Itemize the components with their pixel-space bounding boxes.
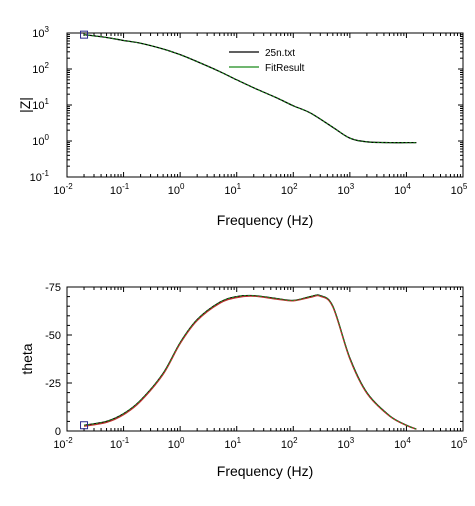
- impedance-magnitude-chart: 10-2 10-1 100 101 102 103 104 10510-11001011021…: [17, 25, 468, 228]
- series-line-fit-red: [83, 294, 417, 430]
- y-tick-label: 102: [32, 61, 49, 76]
- y-axis-title: |Z|: [17, 97, 33, 113]
- x-tick-label: 103: [338, 436, 355, 451]
- x-tick-label: 102: [281, 182, 298, 197]
- y-tick-label: 100: [32, 133, 49, 148]
- y-tick-label: -50: [45, 330, 61, 342]
- x-tick-label: 104: [394, 436, 411, 451]
- y-tick-label: -25: [45, 378, 61, 390]
- series-line-25n-txt: [83, 34, 417, 144]
- series-line-fitresult: [83, 294, 417, 430]
- y-tick-label: -75: [45, 282, 61, 294]
- x-tick-label: 100: [168, 436, 185, 451]
- x-tick-label: 101: [224, 436, 241, 451]
- x-tick-label: 105: [451, 436, 468, 451]
- x-tick-label: 10-1: [110, 182, 130, 197]
- x-tick-label: 104: [394, 182, 411, 197]
- x-tick-label: 105: [451, 182, 468, 197]
- start-point-marker: [80, 30, 89, 39]
- series-line-fitresult: [83, 34, 417, 144]
- x-tick-label: 103: [338, 182, 355, 197]
- y-tick-label: 0: [55, 426, 61, 438]
- y-tick-label: 103: [32, 25, 49, 40]
- x-axis-title: Frequency (Hz): [217, 212, 313, 228]
- series-line-25n-txt: [83, 294, 417, 430]
- legend-label: 25n.txt: [265, 48, 295, 59]
- x-axis-title: Frequency (Hz): [217, 463, 313, 479]
- x-tick-label: 101: [224, 182, 241, 197]
- x-tick-label: 10-1: [110, 436, 130, 451]
- x-tick-label: 10-2: [53, 436, 73, 451]
- x-tick-label: 100: [168, 182, 185, 197]
- x-tick-label: 10-2: [53, 182, 73, 197]
- y-tick-label: 101: [32, 97, 49, 112]
- phase-angle-chart: 10-2 10-1 100 101 102 103 104 105 -75 -50 -25 0 Freq…: [19, 282, 468, 479]
- y-axis-title: theta: [19, 343, 35, 374]
- start-point-marker: [80, 421, 89, 430]
- plot-frame: [66, 286, 464, 432]
- legend-label: FitResult: [265, 63, 305, 74]
- y-tick-label: 10-1: [30, 169, 50, 184]
- x-tick-label: 102: [281, 436, 298, 451]
